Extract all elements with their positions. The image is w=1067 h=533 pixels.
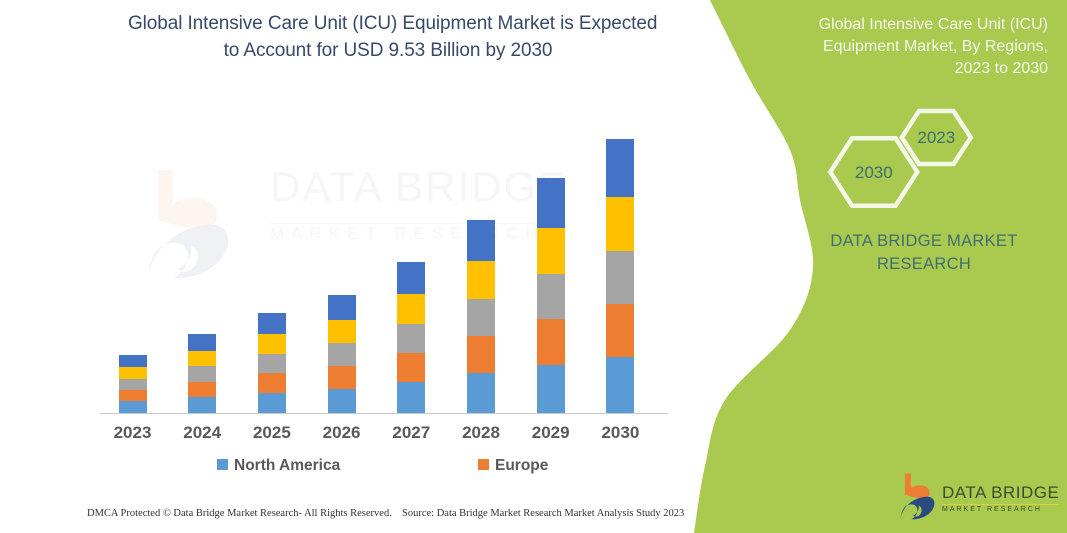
- svg-text:2030: 2030: [855, 163, 893, 182]
- svg-text:2023: 2023: [917, 128, 955, 147]
